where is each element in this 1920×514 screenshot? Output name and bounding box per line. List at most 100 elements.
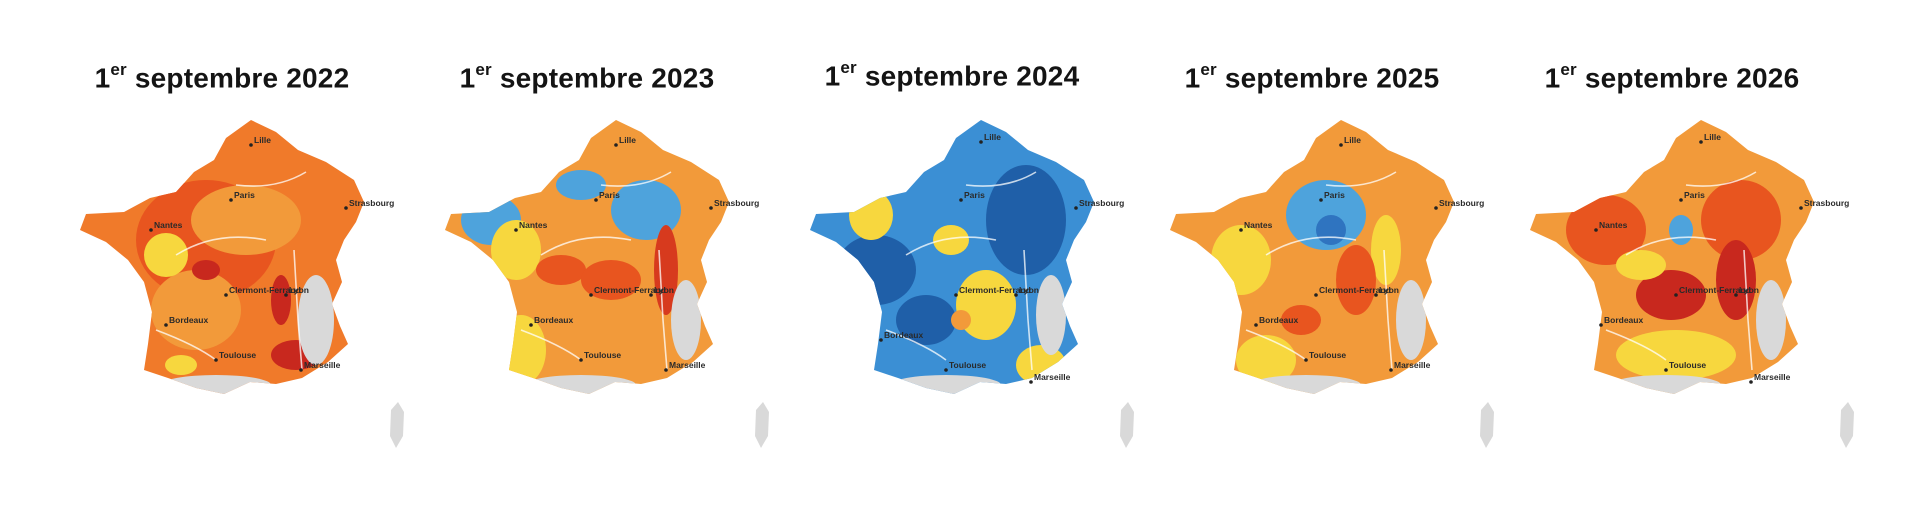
city-marker bbox=[979, 140, 983, 144]
city-label: Lyon bbox=[1019, 285, 1039, 295]
drought-zone-dry bbox=[951, 310, 971, 330]
france-landmass bbox=[1170, 120, 1454, 394]
map-panel-2024: 1er septembre 2024 Lille Paris Strasbourg C… bbox=[760, 0, 1144, 514]
city-marker bbox=[214, 358, 218, 362]
river-loire bbox=[175, 236, 267, 256]
map-title: 1er septembre 2025 bbox=[1184, 60, 1440, 94]
corsica bbox=[1840, 402, 1854, 448]
city-marker bbox=[594, 198, 598, 202]
city-label: Lille bbox=[254, 135, 271, 145]
drought-zone-extreme bbox=[1716, 240, 1756, 320]
city-label: Lille bbox=[1344, 135, 1361, 145]
river-loire bbox=[1265, 236, 1357, 256]
drought-zone-none bbox=[1611, 375, 1721, 394]
drought-zone-extreme bbox=[1636, 270, 1706, 320]
city-marker bbox=[149, 228, 153, 232]
france-drought-map: Lille Paris Strasbourg Nantes Clermont-Ferra… bbox=[1530, 120, 1854, 448]
city-label: Toulouse bbox=[949, 360, 986, 370]
corsica bbox=[1480, 402, 1494, 448]
river-seine bbox=[600, 171, 672, 187]
city-label: Paris bbox=[1324, 190, 1345, 200]
river-rhone bbox=[1023, 249, 1033, 371]
city-label: Marseille bbox=[1034, 372, 1071, 382]
city-marker bbox=[224, 293, 228, 297]
drought-zone-very-humid bbox=[836, 235, 916, 305]
map-panel-2025: 1er septembre 2025 Lille Paris Strasbourg N… bbox=[1120, 0, 1504, 514]
city-label: Toulouse bbox=[219, 350, 256, 360]
city-marker bbox=[1374, 293, 1378, 297]
river-seine bbox=[965, 171, 1037, 187]
city-label: Bordeaux bbox=[534, 315, 573, 325]
drought-zone-dry bbox=[191, 185, 301, 255]
drought-zone-none bbox=[161, 375, 271, 394]
drought-zone-none bbox=[298, 275, 334, 365]
drought-zone-moderate bbox=[1616, 250, 1666, 280]
city-marker bbox=[944, 368, 948, 372]
drought-zone-very-dry bbox=[1701, 180, 1781, 260]
city-marker bbox=[1674, 293, 1678, 297]
city-label: Clermont-Ferrand bbox=[959, 285, 1031, 295]
map-panel-2022: 1er septembre 2022 Lille Paris Strasbourg N… bbox=[30, 0, 414, 514]
city-marker bbox=[959, 198, 963, 202]
city-marker bbox=[229, 198, 233, 202]
drought-zone-extreme bbox=[271, 275, 291, 325]
city-label: Nantes bbox=[1599, 220, 1628, 230]
city-label: Marseille bbox=[669, 360, 706, 370]
drought-zone-moderate bbox=[1616, 330, 1736, 380]
city-marker bbox=[1029, 380, 1033, 384]
city-marker bbox=[344, 206, 348, 210]
map-title: 1er septembre 2023 bbox=[459, 60, 715, 94]
drought-zone-moderate bbox=[165, 355, 197, 375]
city-marker bbox=[1434, 206, 1438, 210]
city-marker bbox=[1594, 228, 1598, 232]
city-label: Clermont-Ferrand bbox=[1679, 285, 1751, 295]
france-drought-map: Lille Paris Strasbourg Nantes Clermont-Ferra… bbox=[80, 120, 404, 448]
city-label: Clermont-Ferrand bbox=[594, 285, 666, 295]
city-label: Clermont-Ferrand bbox=[229, 285, 301, 295]
corsica bbox=[755, 402, 769, 448]
river-garonne bbox=[155, 329, 217, 361]
city-marker bbox=[879, 338, 883, 342]
city-marker bbox=[164, 323, 168, 327]
city-label: Marseille bbox=[1754, 372, 1791, 382]
city-label: Bordeaux bbox=[169, 315, 208, 325]
map-title: 1er septembre 2022 bbox=[94, 60, 350, 94]
city-label: Lyon bbox=[1379, 285, 1399, 295]
city-marker bbox=[1734, 293, 1738, 297]
drought-zone-none bbox=[1756, 280, 1786, 360]
drought-zone-moderate bbox=[144, 233, 188, 277]
drought-zone-moderate bbox=[933, 225, 969, 255]
city-label: Lille bbox=[984, 132, 1001, 142]
city-label: Nantes bbox=[1244, 220, 1273, 230]
city-marker bbox=[589, 293, 593, 297]
city-marker bbox=[1314, 293, 1318, 297]
city-marker bbox=[1799, 206, 1803, 210]
city-marker bbox=[1014, 293, 1018, 297]
city-marker bbox=[1319, 198, 1323, 202]
city-label: Bordeaux bbox=[1604, 315, 1643, 325]
drought-zone-very-dry bbox=[581, 260, 641, 300]
city-marker bbox=[299, 368, 303, 372]
drought-zone-humid bbox=[611, 180, 681, 240]
drought-zone-very-humid bbox=[986, 165, 1066, 275]
city-label: Marseille bbox=[304, 360, 341, 370]
river-rhone bbox=[293, 249, 303, 371]
city-label: Paris bbox=[964, 190, 985, 200]
drought-zone-very-dry bbox=[1566, 195, 1646, 265]
city-marker bbox=[614, 143, 618, 147]
drought-zone-very-dry bbox=[536, 255, 586, 285]
city-label: Bordeaux bbox=[1259, 315, 1298, 325]
city-label: Toulouse bbox=[1309, 350, 1346, 360]
river-seine bbox=[235, 171, 307, 187]
city-marker bbox=[1389, 368, 1393, 372]
drought-zone-none bbox=[671, 280, 701, 360]
drought-zone-moderate bbox=[849, 190, 893, 240]
city-marker bbox=[1699, 140, 1703, 144]
corsica bbox=[390, 402, 404, 448]
river-garonne bbox=[1605, 329, 1667, 361]
city-label: Strasbourg bbox=[1079, 198, 1124, 208]
drought-zone-very-dry bbox=[1281, 305, 1321, 335]
city-label: Clermont-Ferrand bbox=[1319, 285, 1391, 295]
drought-zone-moderate bbox=[1236, 335, 1296, 385]
map-panel-2026: 1er septembre 2026 Lille Paris Strasbourg N… bbox=[1480, 0, 1864, 514]
